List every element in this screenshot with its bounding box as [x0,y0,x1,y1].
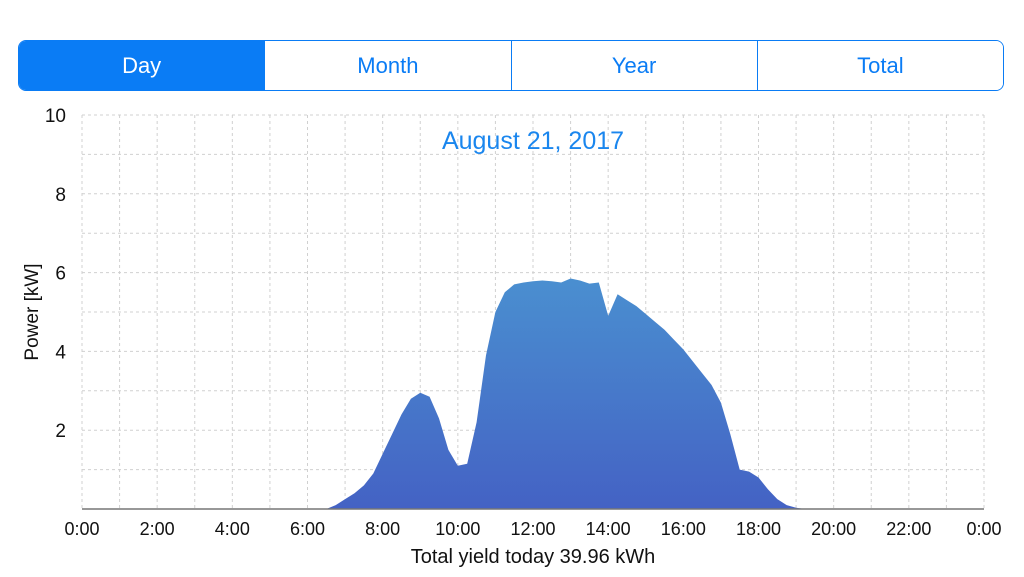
chart-title: August 21, 2017 [442,127,624,155]
segment-day[interactable]: Day [19,41,266,90]
x-tick-label: 12:00 [510,519,555,539]
y-axis-label: Power [kW] [22,263,43,360]
x-tick-label: 10:00 [435,519,480,539]
y-tick-label: 6 [55,264,66,285]
y-tick-label: 4 [55,342,66,363]
x-axis-label: Total yield today 39.96 kWh [411,546,656,568]
x-tick-label: 14:00 [586,519,631,539]
power-area-series [326,278,844,509]
x-tick-label: 22:00 [886,519,931,539]
segment-year[interactable]: Year [511,41,758,90]
x-axis-ticks: 0:00 2:00 4:00 6:00 8:00 10:00 12:00 14:00 16:00… [64,519,1001,539]
x-tick-label: 0:00 [64,519,99,539]
x-tick-label: 4:00 [215,519,250,539]
x-tick-label: 18:00 [736,519,781,539]
x-tick-label: 2:00 [140,519,175,539]
x-tick-label: 6:00 [290,519,325,539]
x-tick-label: 0:00 [966,519,1001,539]
y-axis-ticks: 2 4 6 8 10 [45,106,67,442]
x-tick-label: 20:00 [811,519,856,539]
y-tick-label: 8 [55,185,66,206]
y-tick-label: 2 [55,421,66,442]
x-tick-label: 8:00 [365,519,400,539]
y-tick-label: 10 [45,106,66,127]
x-tick-label: 16:00 [661,519,706,539]
period-segmented-control: Day Month Year Total [18,40,1004,91]
segment-total[interactable]: Total [757,41,1003,90]
segment-month[interactable]: Month [265,41,512,90]
